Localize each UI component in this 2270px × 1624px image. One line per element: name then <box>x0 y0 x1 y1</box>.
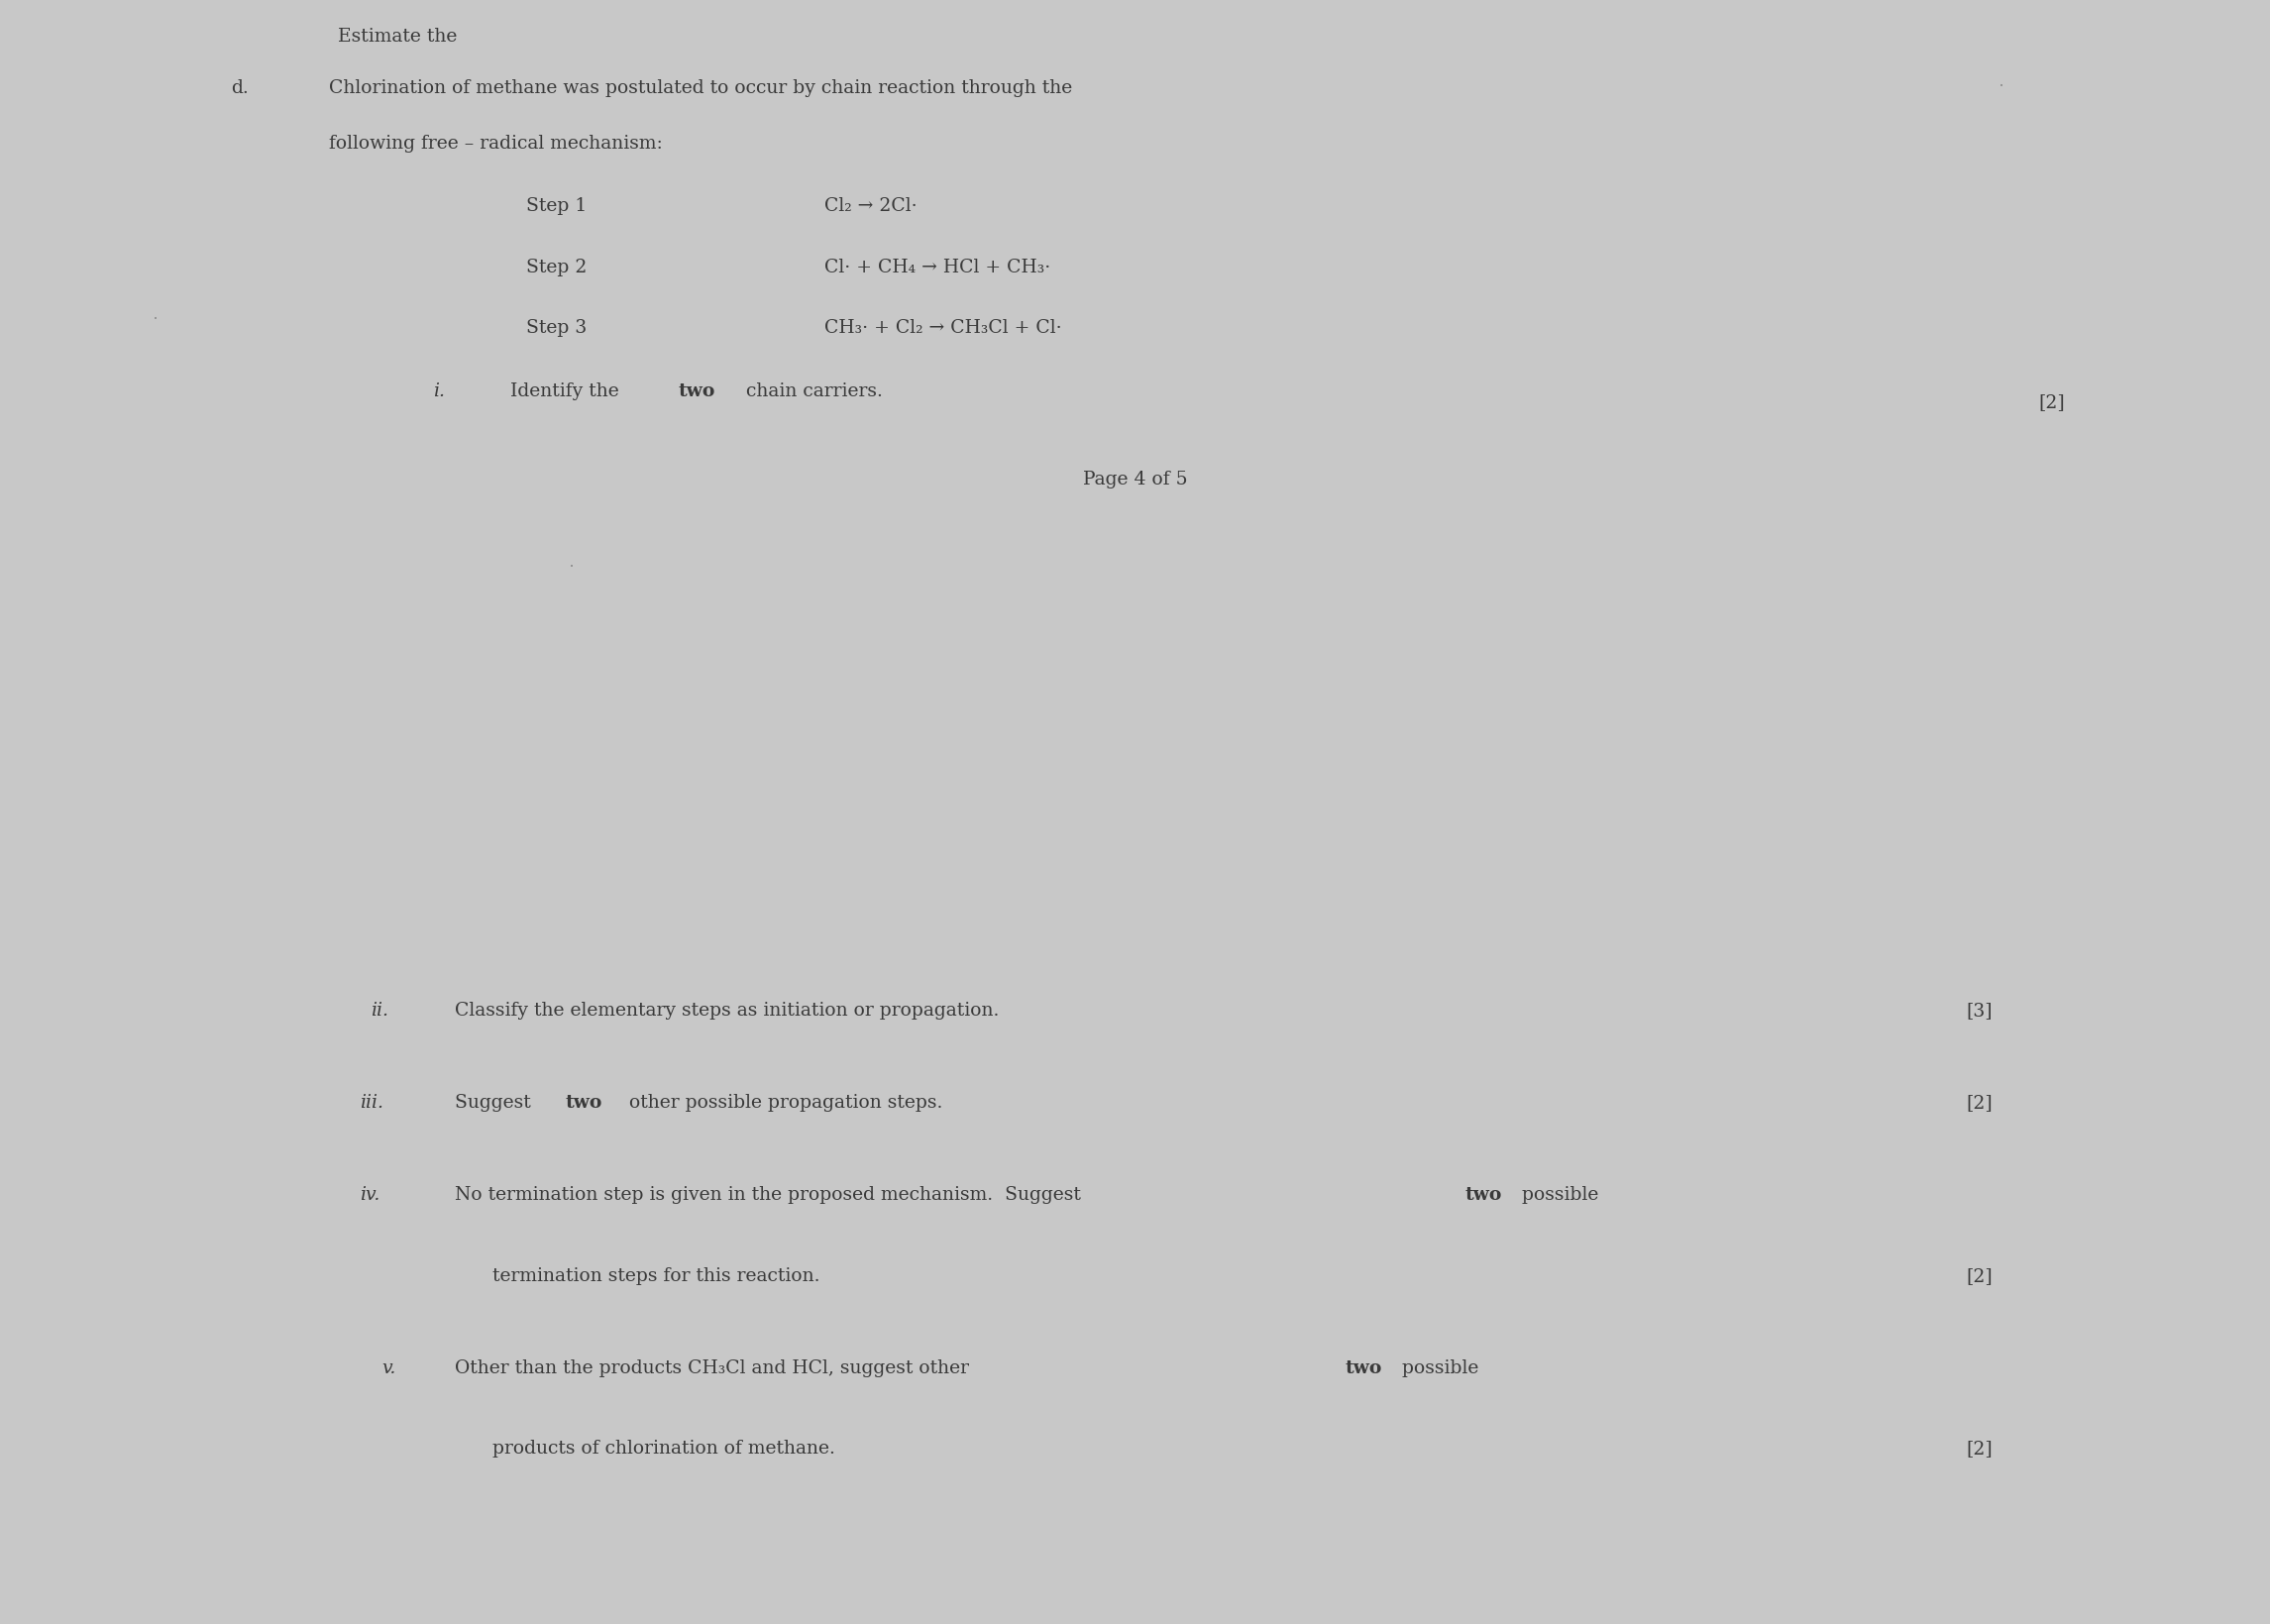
Text: two: two <box>679 382 715 400</box>
Text: possible: possible <box>1516 1186 1598 1203</box>
Text: Step 2: Step 2 <box>527 258 586 276</box>
Text: [2]: [2] <box>1966 1439 1993 1457</box>
Text: iii.: iii. <box>359 1093 384 1111</box>
Text: •: • <box>2000 83 2002 89</box>
Text: two: two <box>1464 1186 1503 1203</box>
Text: Suggest: Suggest <box>454 1093 536 1111</box>
Text: products of chlorination of methane.: products of chlorination of methane. <box>493 1439 835 1457</box>
Text: Cl₂ → 2Cl·: Cl₂ → 2Cl· <box>824 197 917 214</box>
Text: [2]: [2] <box>1966 1093 1993 1111</box>
Text: Classify the elementary steps as initiation or propagation.: Classify the elementary steps as initiat… <box>454 1000 999 1018</box>
Text: possible: possible <box>1396 1359 1480 1377</box>
Text: Estimate the: Estimate the <box>338 28 456 45</box>
Text: i.: i. <box>434 382 445 400</box>
Text: termination steps for this reaction.: termination steps for this reaction. <box>493 1267 819 1285</box>
Text: two: two <box>1346 1359 1382 1377</box>
Text: •: • <box>570 564 574 568</box>
Text: v.: v. <box>381 1359 395 1377</box>
Text: following free – radical mechanism:: following free – radical mechanism: <box>329 135 663 153</box>
Text: ii.: ii. <box>370 1000 388 1018</box>
Text: iv.: iv. <box>359 1186 379 1203</box>
Text: Chlorination of methane was postulated to occur by chain reaction through the: Chlorination of methane was postulated t… <box>329 80 1071 97</box>
Text: Step 1: Step 1 <box>527 197 586 214</box>
Text: [3]: [3] <box>1966 1000 1993 1018</box>
Text: two: two <box>565 1093 602 1111</box>
Text: No termination step is given in the proposed mechanism.  Suggest: No termination step is given in the prop… <box>454 1186 1087 1203</box>
Text: Page 4 of 5: Page 4 of 5 <box>1083 471 1187 489</box>
Text: d.: d. <box>232 80 250 97</box>
Text: Step 3: Step 3 <box>527 320 586 338</box>
Text: Other than the products CH₃Cl and HCl, suggest other: Other than the products CH₃Cl and HCl, s… <box>454 1359 976 1377</box>
Text: •: • <box>154 315 157 322</box>
Text: [2]: [2] <box>2038 393 2066 411</box>
Text: CH₃· + Cl₂ → CH₃Cl + Cl·: CH₃· + Cl₂ → CH₃Cl + Cl· <box>824 320 1062 338</box>
Text: Cl· + CH₄ → HCl + CH₃·: Cl· + CH₄ → HCl + CH₃· <box>824 258 1051 276</box>
Text: other possible propagation steps.: other possible propagation steps. <box>624 1093 942 1111</box>
Text: Identify the: Identify the <box>511 382 624 400</box>
Text: [2]: [2] <box>1966 1267 1993 1285</box>
Text: chain carriers.: chain carriers. <box>740 382 883 400</box>
